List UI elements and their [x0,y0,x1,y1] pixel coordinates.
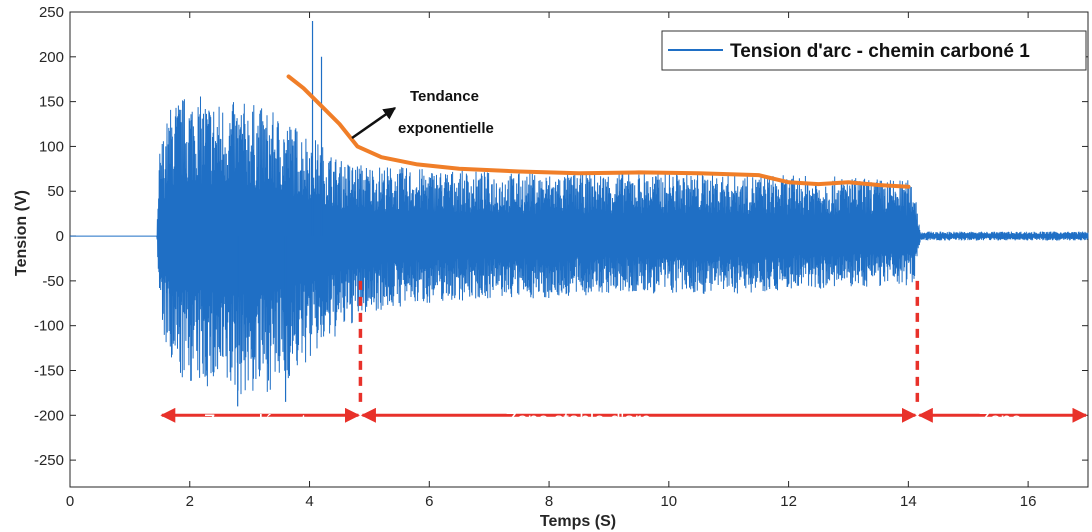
trend-label-line1: Tendance [410,88,479,105]
y-tick-label: 100 [39,138,64,155]
y-tick-label: -100 [34,318,64,335]
x-tick-label: 16 [1020,493,1037,510]
y-axis-ticks: 250 200 150 100 50 0 -50 -100 -150 -200 -250 [34,4,1088,469]
annotation-layer [160,106,1088,423]
x-tick-label: 6 [425,493,433,510]
y-tick-label: -150 [34,362,64,379]
x-tick-label: 12 [780,493,797,510]
trend-line [286,74,911,189]
zone1-label-line2: d'arc [235,442,276,463]
y-axis-title: Tension (V) [13,190,30,276]
x-axis-title: Temps (S) [540,513,616,530]
x-axis-ticks: 0 2 4 6 8 10 12 14 16 [66,12,1037,510]
y-tick-label: 250 [39,4,64,21]
trend-arrow [351,106,397,140]
y-tick-label: 0 [56,228,64,245]
series-layer [70,20,1089,407]
x-tick-label: 0 [66,493,74,510]
legend: Tension d'arc - chemin carboné 1 [661,30,1087,71]
zone3-label-line1: Zone [978,410,1021,431]
y-tick-label: 150 [39,94,64,111]
legend-entry: Tension d'arc - chemin carboné 1 [730,41,1030,62]
y-tick-label: -200 [34,407,64,424]
trend-label-line2: exponentielle [398,120,494,137]
x-tick-label: 14 [900,493,917,510]
trend-annotation: Tendance exponentielle [398,88,494,137]
x-tick-label: 2 [186,493,194,510]
x-tick-label: 4 [305,493,313,510]
y-tick-label: 200 [39,49,64,66]
zone2-label: Zone stable d'arc [505,410,650,431]
zone1-label-line1: Zone départ [204,412,307,433]
y-tick-label: 50 [47,183,64,200]
y-tick-label: -250 [34,452,64,469]
legend-box [661,30,1087,71]
signal-line [70,96,1089,395]
zone-labels: Zone départ d'arc Zone stable d'arc Zone… [204,410,1070,463]
x-tick-label: 8 [545,493,553,510]
y-tick-label: -50 [42,273,64,290]
zone3-label-line2: d'extinction d'arc [930,442,1070,463]
x-tick-label: 10 [660,493,677,510]
